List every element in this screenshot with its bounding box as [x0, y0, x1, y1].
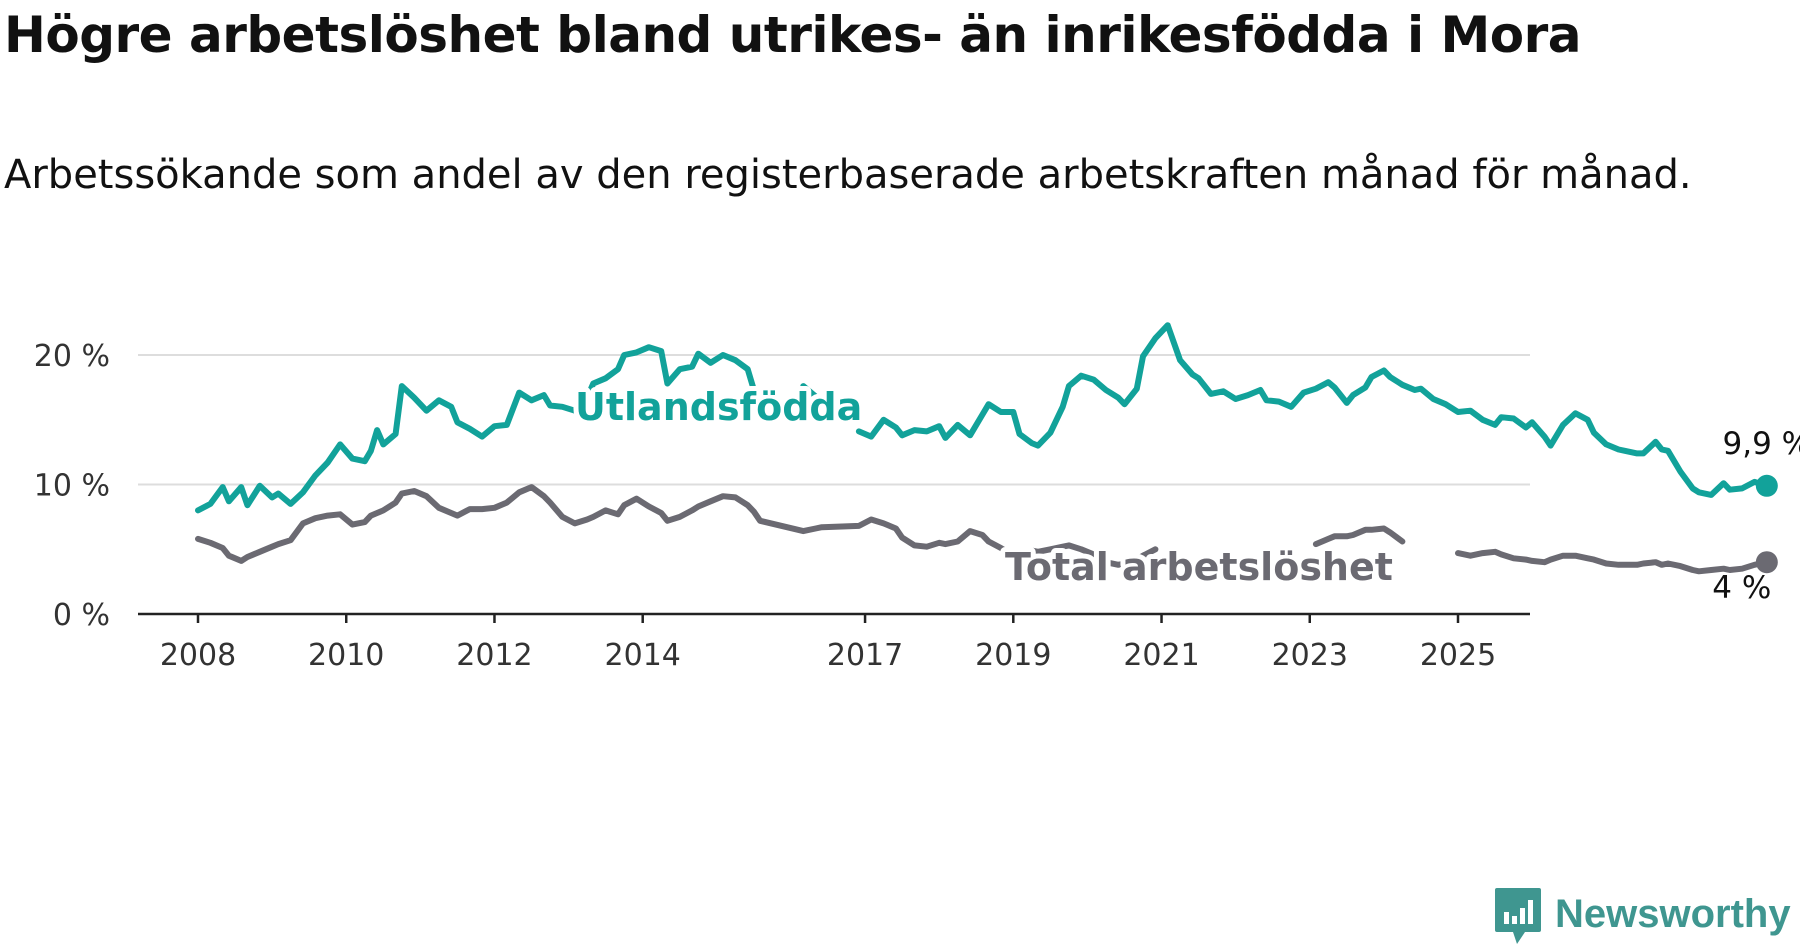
x-tick-label: 2017	[827, 638, 903, 673]
x-tick-label: 2019	[975, 638, 1051, 673]
series-lines	[195, 322, 1770, 575]
line-chart: 0 % 10 % 20 % 2008 2010 2012 2014 2017 2019 2021…	[34, 322, 1800, 673]
x-axis	[138, 612, 1530, 623]
series-label: Total arbetslöshet	[1005, 545, 1393, 589]
x-tick-label: 2021	[1123, 638, 1199, 673]
grid-lines	[138, 354, 1530, 486]
x-tick-label: 2023	[1272, 638, 1348, 673]
series-labels: Utlandsfödda Total arbetslöshet	[570, 380, 1398, 594]
x-axis-labels: 2008 2010 2012 2014 2017 2019 2021 2023 2025	[160, 638, 1496, 673]
series-line	[195, 322, 1770, 514]
x-tick-label: 2012	[456, 638, 532, 673]
newsworthy-logo[interactable]: Newsworthy	[1493, 886, 1793, 946]
end-point	[1755, 474, 1778, 497]
x-tick-label: 2010	[308, 638, 384, 673]
chart-title: Högre arbetslöshet bland utrikes- än inr…	[4, 6, 1582, 64]
series-label: Utlandsfödda	[575, 385, 862, 429]
x-tick-label: 2025	[1420, 638, 1496, 673]
newsworthy-chart-bubble-icon	[1495, 888, 1541, 944]
chart-subtitle: Arbetssökande som andel av den registerb…	[4, 152, 1692, 198]
y-tick-label: 10 %	[34, 469, 110, 504]
y-axis-labels: 0 % 10 % 20 %	[34, 339, 110, 633]
brand-name: Newsworthy	[1555, 892, 1791, 936]
y-tick-label: 20 %	[34, 339, 110, 374]
end-point	[1755, 551, 1778, 574]
end-value-label: 4 %	[1712, 570, 1771, 606]
end-markers: 9,9 % 4 %	[1712, 426, 1800, 606]
end-value-label: 9,9 %	[1723, 426, 1800, 462]
x-tick-label: 2008	[160, 638, 236, 673]
x-tick-label: 2014	[605, 638, 681, 673]
y-tick-label: 0 %	[53, 598, 110, 633]
series-line	[195, 484, 1770, 575]
